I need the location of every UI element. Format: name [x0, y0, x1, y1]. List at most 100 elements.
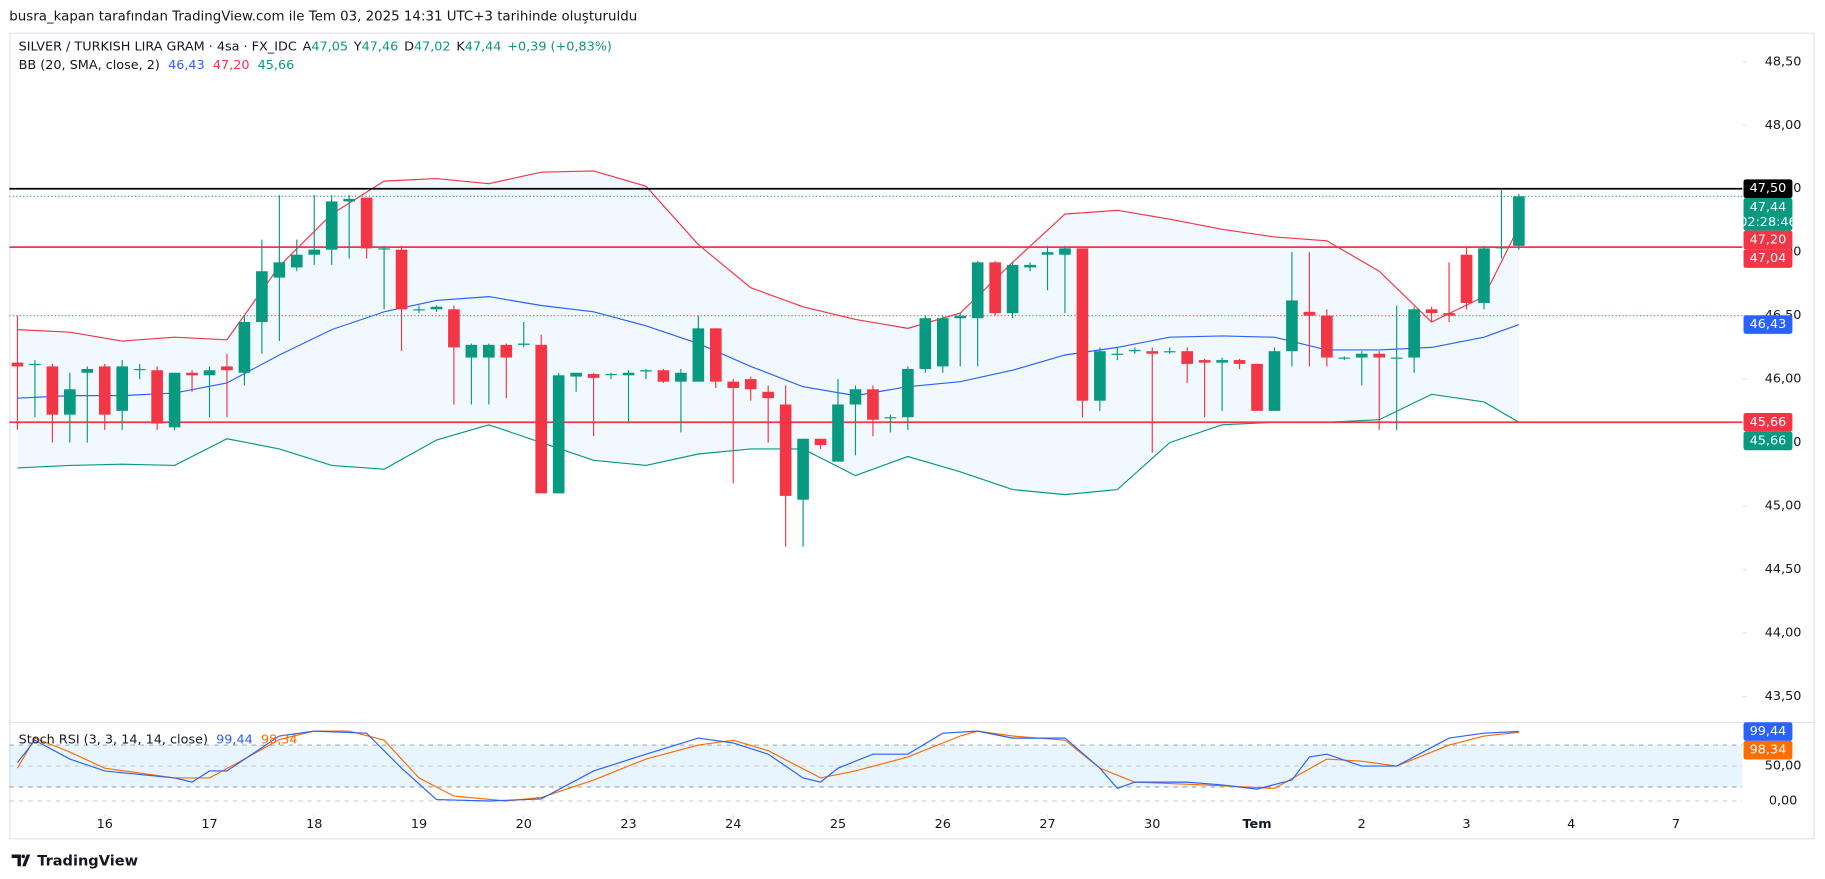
price-badge-label: 46,43 [1750, 317, 1787, 332]
price-badge [1743, 198, 1793, 231]
candle-body [1041, 252, 1054, 255]
candle-body [238, 321, 251, 373]
symbol: SILVER / TURKISH LIRA GRAM · 4sa · FX_ID… [19, 39, 297, 54]
candle-body [273, 262, 286, 278]
stoch-k [16, 730, 1519, 802]
candle-body [779, 404, 792, 496]
price-badge-label: 47,44 [1750, 200, 1787, 215]
candle-body [1216, 360, 1228, 363]
candle-body [1198, 360, 1211, 363]
candle-body [605, 374, 617, 376]
price-badge-label: 47,04 [1750, 251, 1787, 266]
ohlc-key: K [456, 39, 465, 54]
candle-body [1094, 351, 1106, 401]
price-badge [1743, 412, 1793, 432]
candle-body [570, 372, 582, 377]
candle-body [1478, 248, 1490, 303]
x-tick-label: 25 [830, 817, 846, 832]
candle-body [133, 368, 146, 371]
candle-body [1373, 353, 1386, 358]
bb-fill [17, 170, 1519, 495]
legend-row: Stoch RSI (3, 3, 14, 14, close) 99,44 98,3… [19, 732, 298, 747]
candle-body [1181, 351, 1194, 364]
candle-body [1495, 247, 1508, 249]
candle-body [378, 248, 390, 250]
bb-upper [17, 170, 1520, 342]
y-tick-label: 48,00 [1765, 118, 1802, 133]
candle-body [936, 318, 949, 367]
stoch-value: 98,34 [261, 732, 298, 747]
x-tick-label: 27 [1039, 817, 1055, 832]
candle-body [465, 344, 478, 358]
stoch-label: Stoch RSI (3, 3, 14, 14, close) [19, 732, 208, 747]
bb-label: BB (20, SMA, close, 2) [19, 58, 160, 73]
candle-body [1128, 349, 1141, 352]
candle-body [64, 389, 76, 415]
candle-body [971, 262, 984, 319]
price-badge [1743, 249, 1793, 268]
legend-row: BB (20, SMA, close, 2) 46,43 47,20 45,66 [19, 58, 295, 73]
ohlc-value: 47,44 [465, 39, 502, 54]
price-badge-label: 99,44 [1750, 724, 1787, 739]
candle-body [832, 404, 844, 462]
candle-body [1321, 315, 1333, 358]
ohlc-value: 47,46 [362, 39, 399, 54]
change: +0,39 (+0,83%) [507, 39, 612, 54]
x-tick-label: 19 [411, 817, 427, 832]
candle-body [1286, 300, 1298, 352]
candle-body [168, 372, 181, 428]
bb-value: 45,66 [258, 58, 295, 73]
candle-body [1355, 353, 1368, 358]
x-tick-label: 2 [1358, 817, 1366, 832]
candle-body [989, 262, 1001, 314]
candle-body [11, 362, 24, 367]
x-tick-label: 3 [1462, 817, 1470, 832]
candle-body [1425, 309, 1438, 314]
candle-body [727, 381, 740, 389]
candle-body [884, 417, 897, 419]
candle-body [675, 372, 687, 382]
candle-body [849, 389, 862, 405]
candle-body [744, 379, 757, 390]
y-tick-label: 44,00 [1765, 625, 1802, 640]
candle-body [622, 372, 635, 376]
price-badge-label: 45,66 [1750, 433, 1787, 448]
y-tick-label: 46,00 [1765, 372, 1802, 387]
x-tick-label: 16 [97, 817, 113, 832]
candle-body [919, 318, 932, 369]
candle-body [1111, 353, 1124, 355]
price-badge [1743, 740, 1793, 760]
x-tick-label: 7 [1672, 817, 1680, 832]
stoch-pane [9, 730, 1743, 802]
candle-body [1059, 248, 1071, 255]
candle-body [116, 366, 129, 411]
candle-body [1076, 248, 1089, 401]
x-tick-label: 20 [516, 817, 532, 832]
price-badge [1743, 431, 1793, 451]
x-tick-label: 24 [725, 817, 741, 832]
candle-body [867, 389, 879, 420]
price-badge [1743, 179, 1793, 199]
price-badge-label: 45,66 [1750, 415, 1787, 430]
x-tick-label: 18 [306, 817, 322, 832]
brand: TradingView [37, 853, 138, 870]
candle-body [517, 343, 530, 345]
candle-body [448, 309, 460, 348]
candle-body [308, 249, 321, 255]
candle-body [360, 197, 373, 249]
stoch-value: 99,44 [216, 732, 253, 747]
candle-body [902, 368, 914, 418]
candle-body [709, 328, 722, 382]
candle-body [640, 370, 652, 372]
candle-body [81, 368, 94, 373]
candle-body [1146, 351, 1159, 354]
ohlc-key: A [303, 39, 312, 54]
candle-body [587, 374, 600, 378]
candle-body [395, 249, 408, 310]
candle-body [1024, 264, 1036, 268]
candle-body [98, 366, 111, 415]
candle-body [797, 438, 809, 500]
x-tick-label: Tem [1242, 817, 1271, 832]
